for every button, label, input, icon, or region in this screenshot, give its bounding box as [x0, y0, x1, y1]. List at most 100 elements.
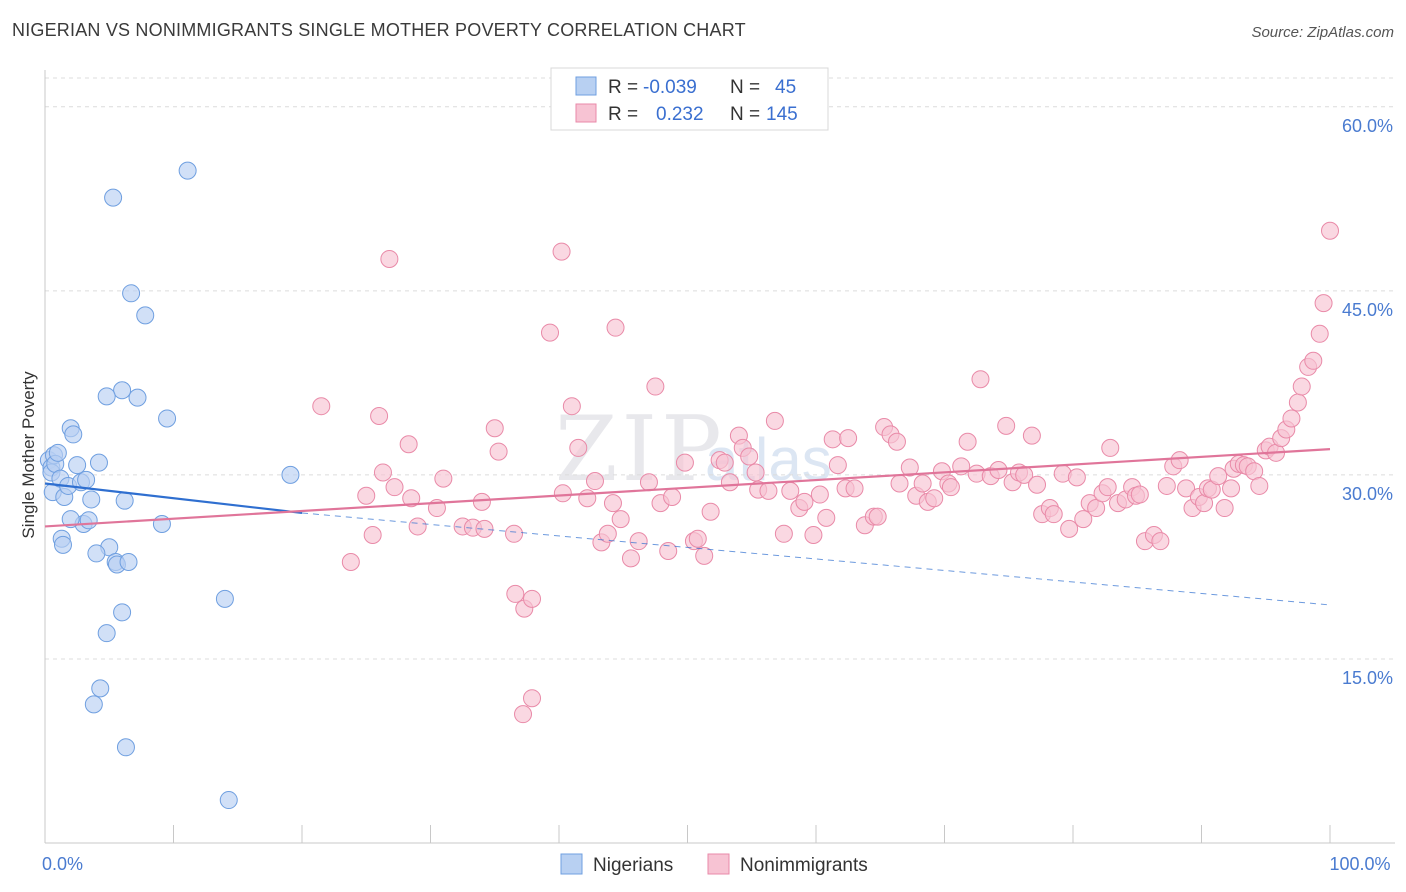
nonimmigrants-point-24 — [523, 689, 542, 708]
nigerians-point-12 — [68, 456, 87, 475]
nonimmigrants-point-33 — [598, 524, 617, 543]
nonimmigrants-point-25 — [541, 323, 560, 342]
nonimmigrants-point-35 — [606, 318, 625, 337]
nonimmigrants-point-117 — [1151, 532, 1170, 551]
legend-n-value-1: 45 — [775, 77, 796, 98]
nigerians-point-27 — [115, 491, 134, 510]
nonimmigrants-point-76 — [887, 432, 906, 451]
nonimmigrants-point-129 — [1222, 479, 1241, 498]
nonimmigrants-point-26 — [552, 242, 571, 261]
nonimmigrants-point-95 — [1015, 465, 1034, 484]
nigerians-trend-line — [44, 482, 303, 515]
legend-r-label-1: R = — [608, 77, 638, 98]
nonimmigrants-point-37 — [621, 549, 640, 568]
legend-r-label-2: R = — [608, 104, 638, 125]
nonimmigrants-point-73 — [868, 507, 887, 526]
nonimmigrants-point-59 — [774, 524, 793, 543]
nonimmigrants-point-142 — [1288, 393, 1307, 412]
nigerians-point-21 — [89, 453, 108, 472]
nonimmigrants-point-58 — [765, 411, 784, 430]
nonimmigrants-point-10 — [408, 517, 427, 536]
source-note: Source: ZipAtlas.com — [1251, 24, 1394, 41]
y-tick-label-2: 45.0% — [1342, 300, 1393, 320]
nonimmigrants-point-145 — [1304, 351, 1323, 370]
nonimmigrants-point-65 — [817, 508, 836, 527]
nigerians-point-41 — [122, 284, 141, 303]
x-tick-label-1: 100.0% — [1329, 854, 1390, 874]
nigerians-point-20 — [53, 535, 72, 554]
nonimmigrants-point-34 — [603, 494, 622, 513]
nonimmigrants-point-54 — [740, 447, 759, 466]
nonimmigrants-point-56 — [746, 463, 765, 482]
nonimmigrants-point-135 — [1250, 476, 1269, 495]
nonimmigrants-point-120 — [1170, 451, 1189, 470]
nonimmigrants-point-128 — [1215, 499, 1234, 518]
nonimmigrants-point-20 — [506, 584, 525, 603]
nonimmigrants-point-60 — [781, 481, 800, 500]
nonimmigrants-point-29 — [569, 438, 588, 457]
nigerians-point-39 — [97, 387, 116, 406]
nonimmigrants-point-31 — [585, 472, 604, 491]
nigerians-swatch — [575, 76, 597, 96]
nigerians-point-33 — [219, 791, 238, 810]
y-tick-label-0: 15.0% — [1342, 668, 1393, 688]
nonimmigrants-point-57 — [759, 481, 778, 500]
nonimmigrants-point-100 — [1044, 505, 1063, 524]
trend-layer — [44, 448, 1331, 606]
bottom-legend-nonimmigrants-swatch — [707, 853, 730, 875]
nonimmigrants-point-80 — [913, 474, 932, 493]
nigerians-point-40 — [136, 306, 155, 325]
nigerians-point-29 — [113, 603, 132, 622]
nonimmigrants-point-38 — [629, 532, 648, 551]
nonimmigrants-point-46 — [688, 529, 707, 548]
legend-n-label-2: N = — [730, 104, 760, 125]
nonimmigrants-point-69 — [839, 429, 858, 448]
nonimmigrants-point-66 — [823, 430, 842, 449]
nigerians-point-26 — [119, 553, 138, 572]
bottom-legend-nigerians-swatch — [560, 853, 583, 875]
nonimmigrants-point-148 — [1321, 221, 1339, 240]
nonimmigrants-point-22 — [523, 589, 542, 608]
nonimmigrants-point-109 — [1101, 438, 1120, 457]
legend-r-value-2: 0.232 — [656, 104, 704, 125]
x-tick-label-0: 0.0% — [42, 854, 83, 874]
nonimmigrants-point-114 — [1130, 485, 1149, 504]
nonimmigrants-point-103 — [1067, 468, 1086, 487]
nonimmigrants-point-51 — [720, 473, 739, 492]
nonimmigrants-point-5 — [373, 463, 392, 482]
nonimmigrants-point-67 — [828, 456, 847, 475]
nonimmigrants-point-39 — [639, 473, 658, 492]
legend-n-label-1: N = — [730, 77, 760, 98]
y-axis-title: Single Mother Poverty — [19, 371, 38, 539]
nonimmigrants-point-85 — [941, 478, 960, 497]
nonimmigrants-point-127 — [1209, 467, 1228, 486]
nigerians-point-30 — [91, 679, 110, 698]
stats-legend: R = -0.039 N = 45 R = 0.232 N = 145 — [550, 67, 829, 131]
nonimmigrants-point-27 — [553, 484, 572, 503]
nonimmigrants-point-64 — [810, 485, 829, 504]
nonimmigrants-point-36 — [611, 510, 630, 529]
nonimmigrants-point-108 — [1098, 478, 1117, 497]
nigerians-point-14 — [77, 470, 96, 489]
nonimmigrants-point-6 — [380, 249, 399, 268]
nonimmigrants-point-44 — [675, 453, 694, 472]
nonimmigrants-point-2 — [357, 486, 376, 505]
legend-n-value-2: 145 — [766, 104, 798, 125]
nonimmigrants-point-50 — [715, 453, 734, 472]
nonimmigrants-point-146 — [1310, 324, 1329, 343]
nonimmigrants-point-92 — [997, 416, 1016, 435]
nonimmigrants-point-102 — [1060, 519, 1079, 538]
grid-layer — [45, 77, 1395, 660]
nonimmigrants-point-40 — [646, 377, 665, 396]
nonimmigrants-point-48 — [701, 502, 720, 521]
bottom-legend: Nigerians Nonimmigrants — [560, 853, 868, 876]
nonimmigrants-point-96 — [1022, 426, 1041, 445]
nonimmigrants-point-63 — [804, 526, 823, 545]
axis-layer: 15.0% 30.0% 45.0% 60.0% 0.0% 100.0% — [42, 70, 1395, 874]
nigerians-point-17 — [79, 511, 98, 530]
nonimmigrants-point-30 — [578, 489, 597, 508]
nonimmigrants-point-19 — [505, 524, 524, 543]
legend-r-value-1: -0.039 — [643, 77, 697, 98]
bottom-legend-nigerians: Nigerians — [593, 855, 673, 876]
nonimmigrants-point-141 — [1282, 409, 1301, 428]
